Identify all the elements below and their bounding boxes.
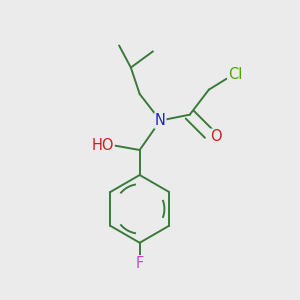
Text: Cl: Cl bbox=[228, 68, 243, 82]
Text: HO: HO bbox=[92, 138, 114, 153]
Text: O: O bbox=[210, 129, 222, 144]
Text: N: N bbox=[155, 113, 166, 128]
Text: F: F bbox=[136, 256, 144, 271]
